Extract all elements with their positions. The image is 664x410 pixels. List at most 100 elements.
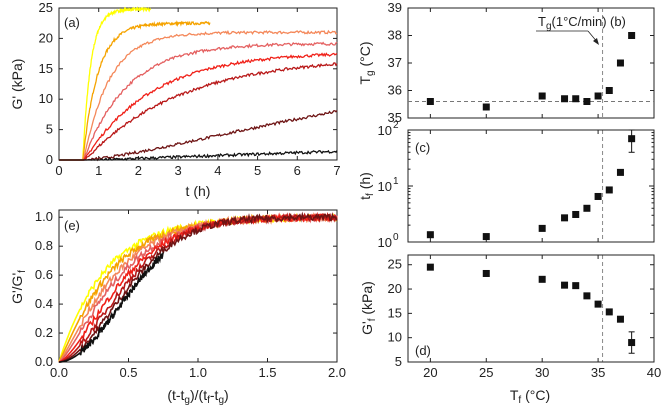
panel-c-y-tick-label: 10 xyxy=(378,179,392,194)
panel-d-points xyxy=(426,263,636,354)
panel-c-y-tick-exponent: 0 xyxy=(393,232,399,243)
panel-c-point xyxy=(482,233,490,241)
panel-a-series-2 xyxy=(59,20,211,161)
panel-e-x-axis-label: (t-tg)/(tf-tg) xyxy=(167,387,228,406)
panel-b-point xyxy=(605,87,613,94)
panel-b-point xyxy=(482,103,490,111)
panel-b-point xyxy=(538,92,546,100)
panel-b-annotation: Tg(1°C/min) xyxy=(538,14,607,32)
panel-e-y-tick-label: 0.2 xyxy=(35,325,53,340)
panel-c-point xyxy=(628,135,636,143)
panel-e-ticks: 0.0 0.5 1.0 1.5 2.0 0.0 0.2 0.4 0.6 0.8 1.0 xyxy=(35,209,346,380)
panel-a-x-tick-label: 3 xyxy=(175,163,182,178)
panel-d-point xyxy=(561,281,569,289)
panel-d-y-tick-label: 20 xyxy=(388,281,402,296)
panel-a-x-tick-label: 2 xyxy=(135,163,142,178)
panel-a-series-8 xyxy=(59,149,338,162)
panel-a-series-6 xyxy=(59,62,338,161)
panel-a-series-1 xyxy=(59,6,151,161)
panel-e-x-tick-label: 0.0 xyxy=(50,365,68,380)
panel-a-x-tick-label: 4 xyxy=(214,163,221,178)
panel-c-point xyxy=(594,192,602,200)
panel-a: (a) t (h) G' (kPa) 0 1 2 3 4 5 6 7 0 5 10 15 20 25 xyxy=(9,0,341,199)
panel-b-label: (b) xyxy=(610,14,626,29)
panel-c-y-tick-label: 10 xyxy=(378,235,392,250)
panel-c-point xyxy=(583,204,591,212)
panel-c-y-tick-exponent: 2 xyxy=(393,120,399,131)
panel-b-points xyxy=(408,8,654,362)
panel-a-series-3 xyxy=(59,29,338,161)
panel-d-ticks: 20 25 30 35 40 5 10 15 20 25 xyxy=(388,255,661,380)
panel-c-y-axis-label: tf (h) xyxy=(357,172,376,200)
panel-e-x-tick-label: 0.5 xyxy=(119,365,137,380)
panel-d-y-tick-label: 10 xyxy=(388,330,402,345)
panel-e-series-7 xyxy=(58,211,338,363)
panel-e-x-tick-label: 2.0 xyxy=(328,365,346,380)
panel-d-frame xyxy=(407,254,655,363)
panel-d-x-tick-label: 25 xyxy=(479,365,493,380)
panel-a-y-tick-label: 5 xyxy=(46,122,53,137)
panel-a-series-4 xyxy=(59,41,338,161)
panel-a-series-5 xyxy=(59,52,338,161)
panel-d-point xyxy=(594,300,602,308)
panel-e-y-tick-label: 0.0 xyxy=(35,354,53,369)
panel-e-series-6 xyxy=(58,212,338,363)
panel-a-y-tick-label: 15 xyxy=(39,61,53,76)
panel-a-x-tick-label: 1 xyxy=(95,163,102,178)
panel-c-points xyxy=(426,129,636,241)
panel-e-series-8 xyxy=(59,252,165,363)
panel-d-point xyxy=(605,308,613,316)
panel-a-ticks: 0 1 2 3 4 5 6 7 0 5 10 15 20 25 xyxy=(39,0,341,178)
panel-d-x-tick-label: 20 xyxy=(423,365,437,380)
panel-d-point xyxy=(538,275,546,283)
panel-b-y-axis-label: Tg (°C) xyxy=(357,41,376,84)
panel-e-series xyxy=(58,211,338,363)
panel-c-point xyxy=(426,231,434,239)
panel-a-x-tick-label: 6 xyxy=(294,163,301,178)
panel-e: (e) 0.0 0.5 1.0 1.5 2.0 0.0 0.2 0.4 0.6 0.8 1.0 (t… xyxy=(9,209,346,406)
panel-a-y-tick-label: 25 xyxy=(39,0,53,15)
panel-e-series-4 xyxy=(58,211,338,363)
panel-d-point xyxy=(583,292,591,300)
panel-c-point xyxy=(616,168,624,176)
panel-a-y-tick-label: 0 xyxy=(46,152,53,167)
panel-b-point xyxy=(583,98,591,105)
panel-c-point xyxy=(561,214,569,222)
panel-e-series-1 xyxy=(58,212,338,363)
panel-d: (d) 20 25 30 35 40 5 10 15 20 25 G'f (kPa) Tf (°C… xyxy=(359,254,661,406)
panel-b-point xyxy=(561,95,569,103)
panel-b-point xyxy=(616,59,624,67)
panel-b-point xyxy=(572,95,580,103)
panel-c-frame xyxy=(407,129,655,243)
panel-d-label: (d) xyxy=(415,343,431,358)
panel-e-y-tick-label: 1.0 xyxy=(35,209,53,224)
panel-a-series xyxy=(59,6,338,162)
panel-d-y-tick-label: 25 xyxy=(388,257,402,272)
panel-e-label: (e) xyxy=(64,218,80,233)
panel-d-point xyxy=(628,339,636,347)
panel-c-label: (c) xyxy=(415,140,430,155)
panel-d-point xyxy=(426,263,434,271)
panel-a-y-axis-label: G' (kPa) xyxy=(9,59,25,110)
panel-b: (b) 35 36 37 38 39 Tg (°C) Tg(1°C/min) xyxy=(357,0,655,362)
panel-a-series-7 xyxy=(59,110,338,162)
panel-e-y-axis-label: G'/G'f xyxy=(9,270,28,304)
panel-c-y-tick-label: 10 xyxy=(378,123,392,138)
panel-d-x-tick-label: 35 xyxy=(591,365,605,380)
panel-a-x-tick-label: 0 xyxy=(55,163,62,178)
panel-b-y-tick-label: 39 xyxy=(388,0,402,15)
panel-b-arrowhead xyxy=(593,38,599,45)
panel-a-x-axis-label: t (h) xyxy=(186,183,211,199)
panel-d-x-tick-label: 30 xyxy=(535,365,549,380)
panel-c-point xyxy=(538,224,546,232)
panel-d-point xyxy=(572,282,580,290)
panel-e-x-tick-label: 1.5 xyxy=(258,365,276,380)
panel-e-x-tick-label: 1.0 xyxy=(189,365,207,380)
panel-b-y-tick-label: 36 xyxy=(388,83,402,98)
panel-c-y-tick-exponent: 1 xyxy=(393,176,399,187)
panel-b-ticks: 35 36 37 38 39 xyxy=(388,0,655,125)
panel-e-y-tick-label: 0.4 xyxy=(35,296,53,311)
